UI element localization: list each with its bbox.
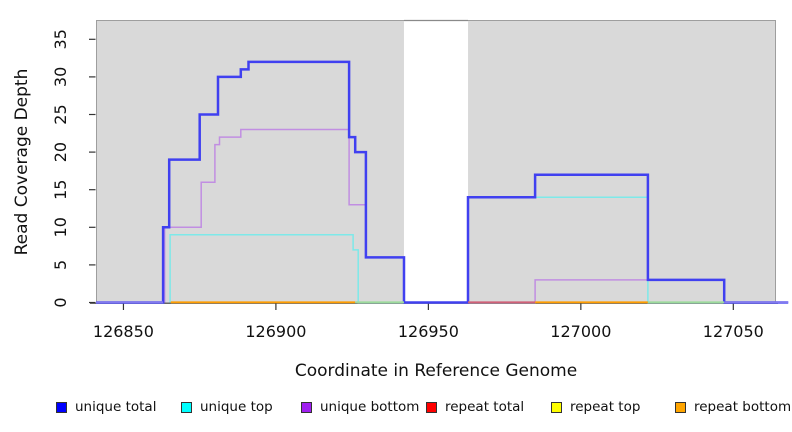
series-unique-total: [96, 60, 789, 304]
x-axis-tick-label: 126900: [245, 322, 306, 341]
y-axis-tick-label: 10: [51, 217, 70, 237]
legend-swatch: [551, 401, 562, 413]
x-axis-tick-label: 127050: [703, 322, 764, 341]
legend-swatch: [301, 401, 312, 413]
y-axis-tick-label: 15: [51, 180, 70, 200]
legend-label: repeat bottom: [694, 399, 792, 415]
x-axis-tick-label: 126950: [398, 322, 459, 341]
legend: unique total unique top unique bottom repea…: [0, 398, 792, 420]
legend-label: repeat total: [445, 399, 525, 415]
x-axis-title: Coordinate in Reference Genome: [295, 361, 577, 381]
legend-swatch: [181, 401, 192, 413]
x-axis-tick-label: 126850: [93, 322, 154, 341]
y-axis-tick-label: 35: [51, 29, 70, 49]
legend-swatch: [426, 401, 437, 413]
legend-label: unique total: [75, 399, 157, 415]
gap-band: [403, 21, 469, 303]
legend-item-unique-bottom: unique bottom: [301, 398, 419, 416]
legend-item-unique-total: unique total: [56, 398, 156, 416]
legend-swatch: [675, 401, 686, 413]
legend-item-repeat-total: repeat total: [426, 398, 524, 416]
legend-swatch: [56, 401, 67, 413]
y-axis-title: Read Coverage Depth: [12, 69, 32, 256]
y-axis-tick-label: 25: [51, 104, 70, 124]
legend-item-repeat-bottom: repeat bottom: [675, 398, 791, 416]
y-axis-tick-label: 30: [51, 67, 70, 87]
legend-label: unique bottom: [320, 399, 420, 415]
legend-item-unique-top: unique top: [181, 398, 273, 416]
legend-item-repeat-top: repeat top: [551, 398, 640, 416]
x-axis-tick-label: 127000: [550, 322, 611, 341]
y-axis-tick-label: 20: [51, 142, 70, 162]
legend-label: unique top: [200, 399, 273, 415]
legend-label: repeat top: [570, 399, 641, 415]
y-axis-tick-label: 5: [51, 260, 70, 270]
y-axis-tick-label: 0: [51, 297, 70, 307]
